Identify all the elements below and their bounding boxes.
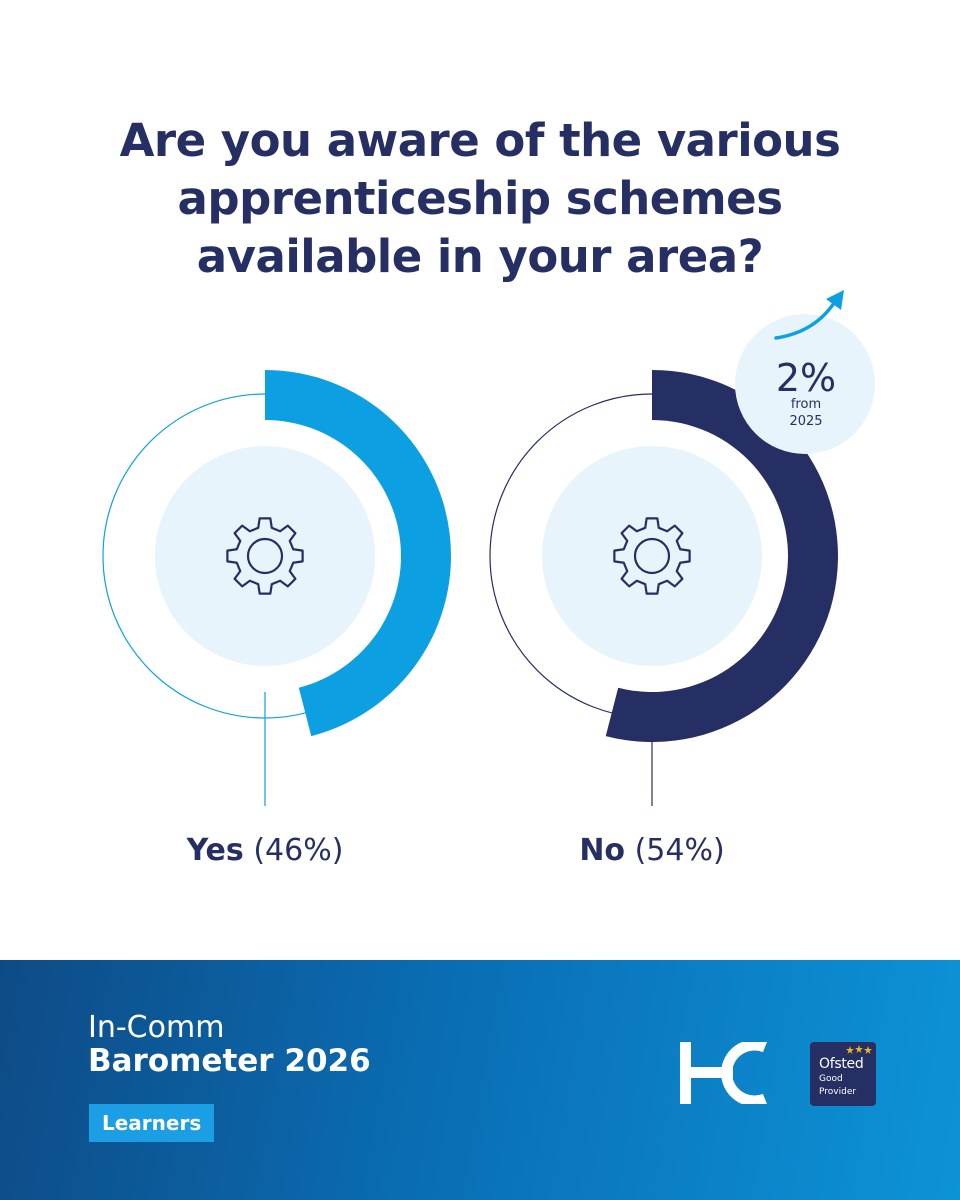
footer-banner: In-Comm Barometer 2026 Learners Ofsted G…	[0, 960, 960, 1200]
ic-logo	[680, 1042, 768, 1104]
title-line-1: Are you aware of the various	[119, 114, 841, 167]
audience-tag: Learners	[89, 1104, 215, 1142]
stars-icon	[846, 1045, 872, 1054]
donut-yes: Yes (46%)	[102, 370, 452, 868]
donut-no-arc	[605, 370, 838, 742]
ofsted-badge: Ofsted Good Provider	[810, 1042, 876, 1106]
brand-name: In-Comm	[88, 1010, 225, 1045]
donut-no-center	[542, 446, 762, 666]
change-badge-circle	[735, 314, 875, 454]
ofsted-rating-line-2: Provider	[819, 1087, 857, 1097]
change-badge-value: 2%	[776, 356, 836, 400]
ofsted-name: Ofsted	[819, 1056, 864, 1072]
gear-icon	[226, 517, 304, 595]
donut-charts: Yes (46%) No (54%) 2% from 2025	[102, 290, 875, 868]
title-line-2: apprenticeship schemes	[177, 172, 783, 225]
label-no-value: (54%)	[635, 833, 725, 868]
donut-no: No (54%)	[489, 370, 838, 868]
title-line-3: available in your area?	[196, 230, 764, 283]
chart-title: Are you aware of the various apprentices…	[60, 112, 900, 286]
label-yes-category: Yes	[186, 833, 244, 868]
donut-yes-center	[155, 446, 375, 666]
brand-title: Barometer 2026	[88, 1043, 371, 1079]
change-badge-line-1: from	[791, 397, 821, 412]
change-badge-line-2: 2025	[789, 414, 822, 429]
label-yes: Yes (46%)	[186, 833, 344, 868]
label-no: No (54%)	[579, 833, 724, 868]
change-badge: 2% from 2025	[735, 290, 875, 454]
ofsted-rating-line-1: Good	[819, 1074, 843, 1084]
gear-icon	[613, 517, 691, 595]
label-no-category: No	[579, 833, 625, 868]
arrow-up-right-icon	[774, 290, 844, 340]
label-yes-value: (46%)	[253, 833, 343, 868]
donut-yes-arc	[265, 370, 452, 737]
